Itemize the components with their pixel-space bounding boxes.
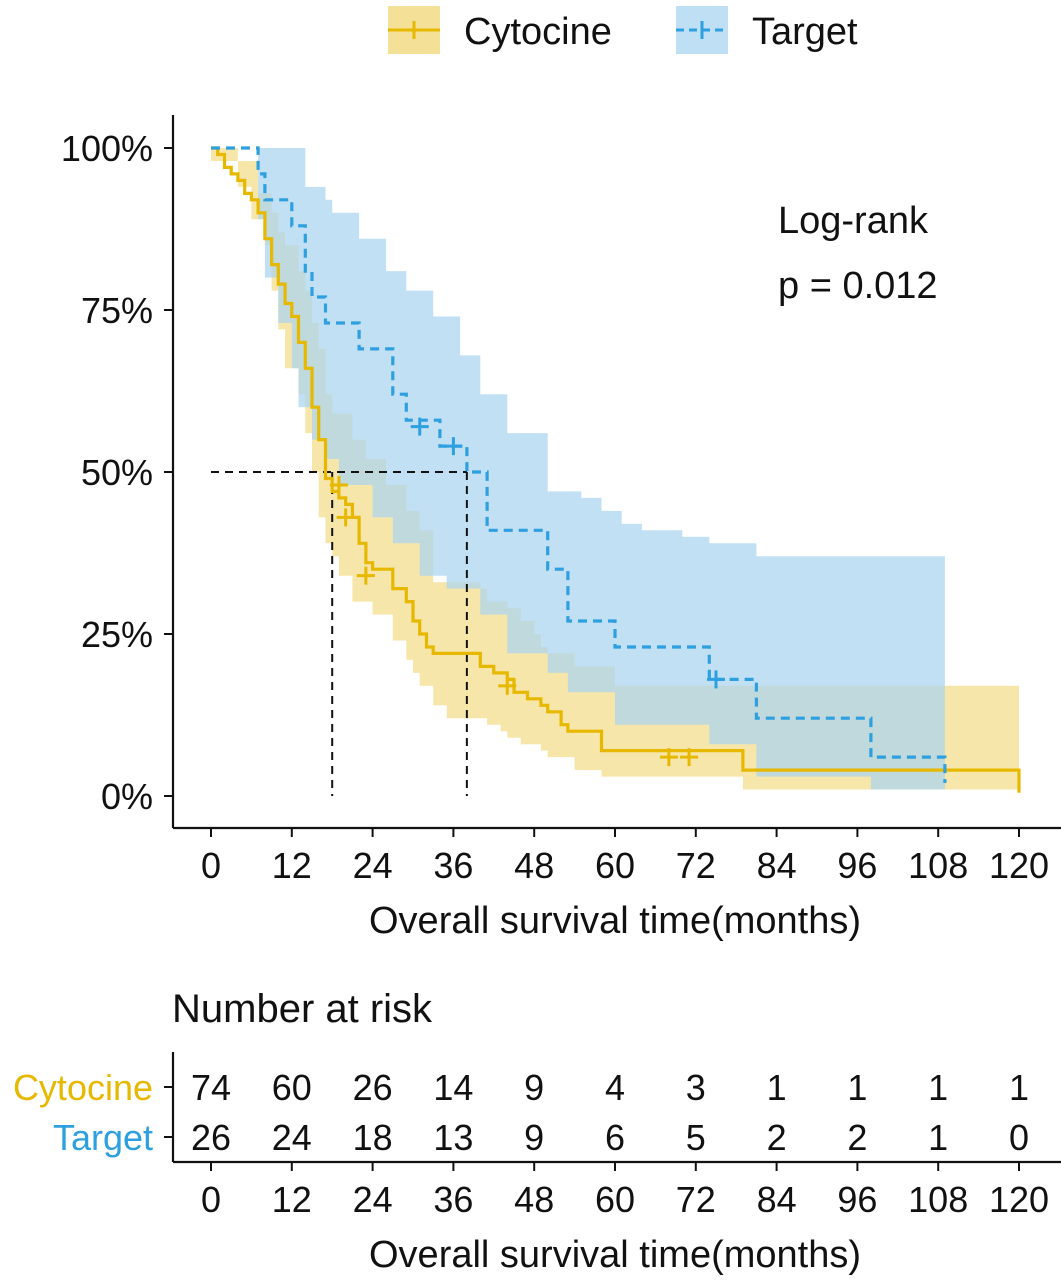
- median-lines: [211, 471, 468, 796]
- x-axis-label: Overall survival time(months): [369, 900, 861, 942]
- risk-table-cell: 74: [191, 1067, 231, 1108]
- risk-table-cell: 5: [686, 1117, 706, 1158]
- legend-item-cytocine: Cytocine: [388, 6, 612, 54]
- censor-marks: [329, 417, 725, 767]
- target-censor-mark: [444, 437, 463, 456]
- target-censor-mark: [707, 670, 725, 689]
- risk-table-cell: 2: [847, 1117, 867, 1158]
- risk-table-cell: 9: [524, 1117, 544, 1158]
- cytocine-censor-mark: [659, 748, 678, 767]
- x-tick-label: 24: [353, 845, 393, 886]
- risk-table-x-tick-label: 48: [514, 1179, 554, 1220]
- risk-table-x-tick-label: 60: [595, 1179, 635, 1220]
- logrank-annotation: Log-rank p = 0.012: [778, 200, 938, 307]
- survival-plot: 0% 25% 50% 75% 100% 0 12 24 36 48 60 72 84 96 108 120: [61, 115, 1061, 886]
- x-tick-label: 72: [676, 845, 716, 886]
- risk-table-cell: 1: [847, 1067, 867, 1108]
- annotation-line1: Log-rank: [778, 200, 929, 242]
- x-tick-label: 48: [514, 845, 554, 886]
- risk-table-cell: 1: [928, 1067, 948, 1108]
- risk-table-cell: 26: [353, 1067, 393, 1108]
- cytocine-censor-mark: [498, 676, 517, 695]
- target-survival-line: [211, 146, 947, 783]
- x-tick-label: 120: [989, 845, 1049, 886]
- x-tick-label: 60: [595, 845, 635, 886]
- cytocine-confidence-band: [211, 148, 1019, 790]
- cytocine-censor-mark: [680, 748, 699, 767]
- risk-table-cell: 60: [272, 1067, 312, 1108]
- x-tick-label: 96: [837, 845, 877, 886]
- risk-table-row-label-target: Target: [53, 1117, 153, 1158]
- x-tick-label: 108: [908, 845, 968, 886]
- x-tick-label: 0: [201, 845, 221, 886]
- legend: Cytocine Target: [388, 6, 858, 54]
- risk-table-cell: 24: [272, 1117, 312, 1158]
- x-tick-label: 84: [757, 845, 797, 886]
- risk-table-x-tick-label: 84: [757, 1179, 797, 1220]
- x-tick-label: 12: [272, 845, 312, 886]
- target-censor-mark: [410, 417, 429, 436]
- risk-table-x-tick-label: 108: [908, 1179, 968, 1220]
- risk-table-x-tick-label: 36: [433, 1179, 473, 1220]
- cytocine-censor-mark: [356, 566, 375, 585]
- axes: 0% 25% 50% 75% 100% 0 12 24 36 48 60 72 84 96 108 120: [61, 115, 1061, 886]
- risk-table-cell: 26: [191, 1117, 231, 1158]
- legend-item-target: Target: [676, 6, 858, 54]
- y-tick-label: 25%: [81, 614, 153, 655]
- risk-table-row-label-cytocine: Cytocine: [13, 1067, 153, 1108]
- legend-label: Target: [752, 11, 858, 53]
- risk-table-cell: 18: [353, 1117, 393, 1158]
- risk-table-x-tick-label: 120: [989, 1179, 1049, 1220]
- x-tick-label: 36: [433, 845, 473, 886]
- risk-table-cell: 6: [605, 1117, 625, 1158]
- cytocine-censor-mark: [336, 508, 355, 527]
- risk-table-cell: 2: [767, 1117, 787, 1158]
- risk-table-title: Number at risk: [172, 987, 433, 1031]
- y-tick-label: 0%: [101, 776, 153, 817]
- risk-table-cell: 1: [1009, 1067, 1029, 1108]
- risk-table-x-tick-label: 12: [272, 1179, 312, 1220]
- risk-table-cell: 1: [928, 1117, 948, 1158]
- y-tick-label: 100%: [61, 128, 153, 169]
- y-tick-label: 50%: [81, 452, 153, 493]
- risk-table-x-tick-label: 0: [201, 1179, 221, 1220]
- legend-label: Cytocine: [464, 11, 612, 53]
- risk-table-cell: 4: [605, 1067, 625, 1108]
- risk-table-cell: 0: [1009, 1117, 1029, 1158]
- risk-table-cell: 14: [433, 1067, 473, 1108]
- risk-table-x-tick-label: 96: [837, 1179, 877, 1220]
- risk-table-cell: 1: [767, 1067, 787, 1108]
- risk-table-cell: 9: [524, 1067, 544, 1108]
- annotation-line2: p = 0.012: [778, 265, 938, 307]
- y-tick-label: 75%: [81, 290, 153, 331]
- risk-table-cell: 3: [686, 1067, 706, 1108]
- risk-table-cell: 13: [433, 1117, 473, 1158]
- cytocine-censor-mark: [329, 475, 348, 494]
- risk-table-x-axis-label: Overall survival time(months): [369, 1234, 861, 1276]
- confidence-bands: [211, 148, 1019, 790]
- target-confidence-band: [211, 148, 945, 790]
- risk-table-x-tick-label: 72: [676, 1179, 716, 1220]
- survival-curves: [211, 146, 1021, 793]
- risk-table-x-tick-label: 24: [353, 1179, 393, 1220]
- cytocine-survival-line: [211, 146, 1021, 793]
